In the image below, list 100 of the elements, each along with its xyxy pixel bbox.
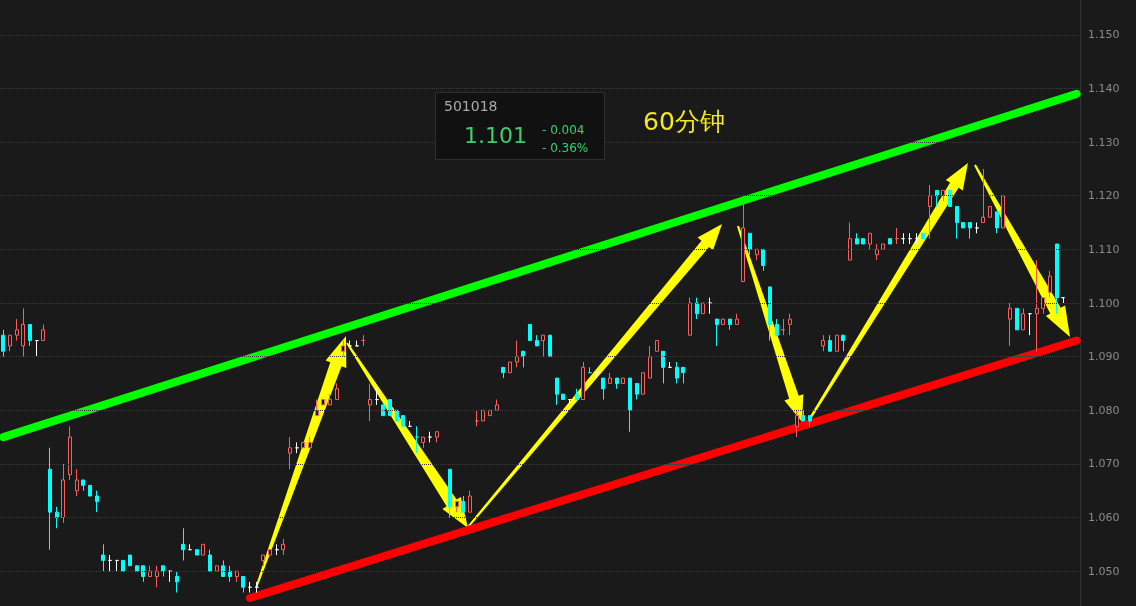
annotation: - 0.36%: [542, 141, 589, 155]
candlestick: [481, 409, 485, 422]
candlestick: [995, 211, 999, 234]
y-tick-label: 1.150: [1088, 28, 1120, 42]
candlestick: [528, 323, 532, 342]
candlestick: [308, 436, 312, 449]
candlestick: [521, 350, 525, 368]
candlestick: [215, 565, 219, 572]
candlestick: [1021, 307, 1025, 331]
candlestick: [388, 399, 392, 417]
candlestick: [728, 318, 732, 331]
candlestick: [261, 554, 265, 567]
candlestick: [581, 361, 585, 401]
candlestick: [15, 318, 19, 342]
candlestick: [608, 372, 612, 384]
candlestick: [28, 323, 32, 347]
candlestick: [755, 248, 759, 261]
candlestick: [201, 543, 205, 556]
candlestick: [981, 168, 985, 224]
candlestick: [628, 377, 632, 433]
candlestick: [288, 436, 292, 470]
candlestick: [148, 565, 152, 577]
candlestick: [61, 463, 65, 524]
candlestick: [795, 409, 799, 438]
candlestick: [641, 372, 645, 395]
candlestick: [715, 318, 719, 347]
candlestick: [941, 189, 945, 202]
candlestick: [548, 334, 552, 358]
candlestick: [101, 543, 105, 572]
candlestick: [495, 399, 499, 411]
candlestick: [741, 195, 745, 283]
candlestick: [48, 447, 52, 551]
candlestick: [475, 409, 479, 427]
candlestick: [935, 189, 939, 207]
candlestick: [1035, 259, 1039, 352]
candlestick: [135, 565, 139, 572]
candlestick: [375, 388, 379, 406]
candlestick: [395, 409, 399, 422]
y-tick-label: 1.070: [1088, 457, 1120, 471]
candlestick: [455, 500, 459, 513]
candlestick: [561, 393, 565, 401]
candlestick: [708, 297, 712, 315]
candlestick: [868, 232, 872, 250]
candlestick: [515, 340, 519, 368]
candlestick: [488, 409, 492, 417]
candlestick: [895, 227, 899, 245]
candlestick: [121, 559, 125, 572]
candlestick: [81, 479, 85, 492]
candlestick: [601, 377, 605, 401]
candlestick: [321, 399, 325, 406]
candlestick: [181, 527, 185, 561]
candlestick: [175, 570, 179, 594]
candlestick: [108, 554, 112, 572]
candlestick: [241, 576, 245, 594]
candlestick: [701, 302, 705, 315]
candlestick: [861, 238, 865, 245]
candlestick: [381, 404, 385, 417]
candlestick: [775, 318, 779, 336]
candlestick: [821, 334, 825, 352]
candlestick: [1048, 270, 1052, 299]
y-tick-label: 1.060: [1088, 511, 1120, 525]
text: 60分钟: [643, 107, 725, 136]
candlestick: [155, 565, 159, 588]
candlestick: [315, 399, 319, 417]
candlestick: [161, 565, 165, 577]
annotation: - 0.004: [542, 123, 585, 137]
candlestick: [575, 388, 579, 401]
candlestick: [888, 238, 892, 245]
candlestick: [788, 313, 792, 336]
candlestick: [355, 340, 359, 347]
candlestick: [1015, 307, 1019, 331]
candlestick: [128, 554, 132, 567]
candlestick: [615, 377, 619, 390]
candlestick: [88, 484, 92, 497]
candlestick: [761, 248, 765, 272]
candlestick: [341, 340, 345, 358]
candlestick: [41, 323, 45, 342]
candlestick: [208, 549, 212, 572]
candlestick: [828, 334, 832, 352]
candlestick: [968, 222, 972, 240]
candlestick: [555, 377, 559, 406]
candlestick: [348, 340, 352, 347]
candlestick: [401, 415, 405, 427]
y-tick-label: 1.110: [1088, 242, 1120, 256]
candlestick: [141, 565, 145, 583]
candlestick: [928, 184, 932, 240]
candlestick: [1, 329, 5, 358]
candlestick: [281, 538, 285, 556]
y-tick-label: 1.130: [1088, 135, 1120, 149]
candlestick: [335, 382, 339, 401]
candlestick: [95, 490, 99, 513]
y-tick-label: 1.100: [1088, 296, 1120, 310]
candlestick: [1028, 313, 1032, 336]
candlestick: [501, 366, 505, 379]
candlestick: [661, 350, 665, 384]
candlestick: [448, 468, 452, 519]
candlestick: [635, 382, 639, 401]
candlestick: [648, 345, 652, 379]
y-tick-label: 1.140: [1088, 81, 1120, 95]
candlestick: [988, 205, 992, 218]
